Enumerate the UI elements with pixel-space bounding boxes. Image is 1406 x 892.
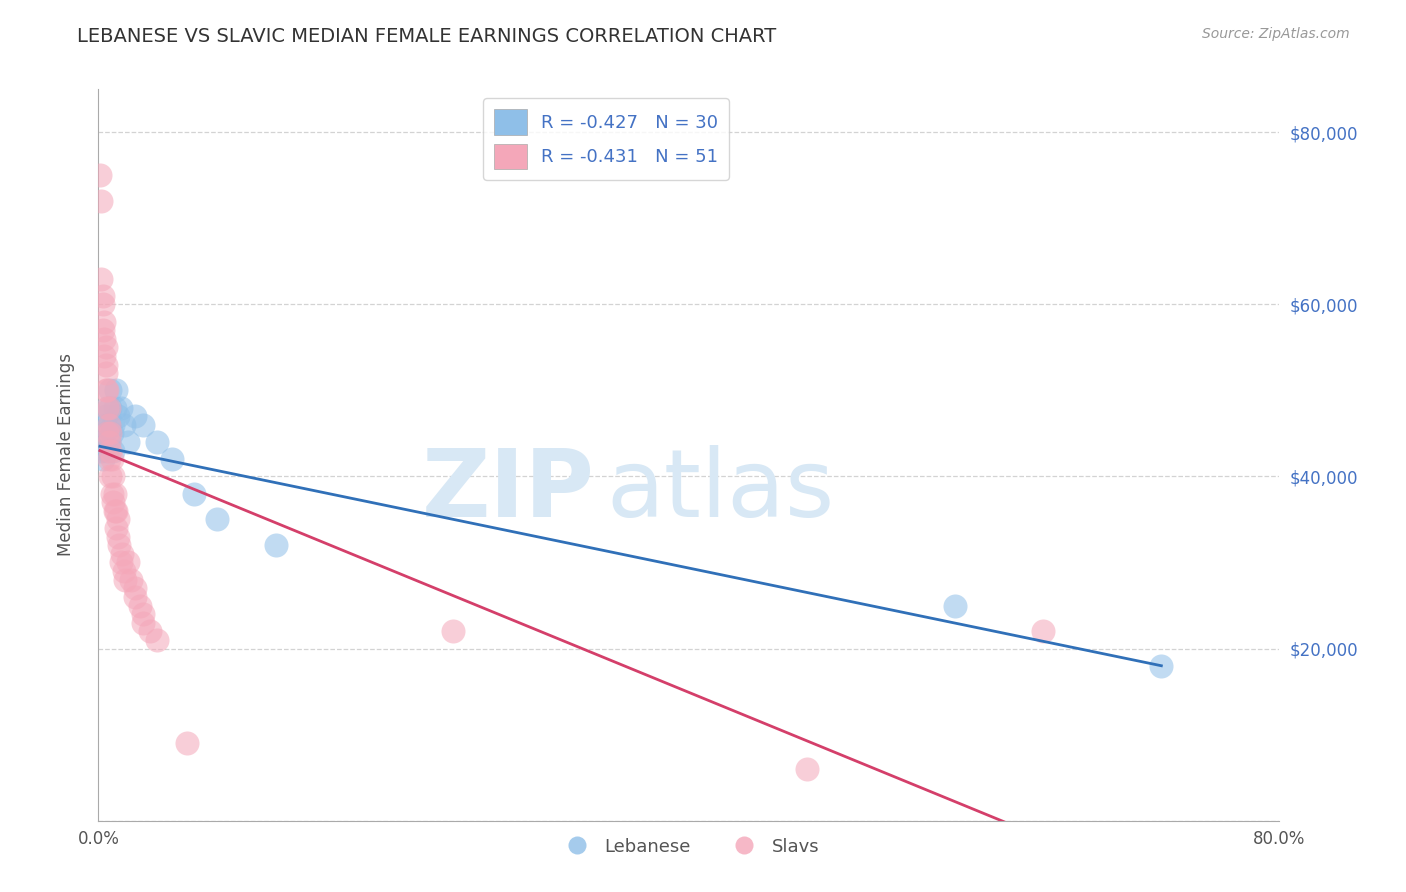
Point — [97, 435, 120, 450]
Point — [943, 599, 966, 613]
Point — [104, 486, 127, 500]
Point — [103, 469, 125, 483]
Point — [98, 384, 121, 398]
Point — [111, 547, 134, 561]
Point — [91, 297, 114, 311]
Point — [264, 538, 287, 552]
Point — [97, 435, 120, 450]
Point — [103, 495, 125, 509]
Point — [93, 314, 115, 328]
Point — [98, 443, 121, 458]
Point — [93, 435, 115, 450]
Point — [107, 409, 129, 424]
Point — [146, 632, 169, 647]
Point — [98, 401, 121, 415]
Point — [100, 452, 122, 467]
Point — [112, 564, 135, 578]
Text: LEBANESE VS SLAVIC MEDIAN FEMALE EARNINGS CORRELATION CHART: LEBANESE VS SLAVIC MEDIAN FEMALE EARNING… — [77, 27, 776, 45]
Point — [104, 401, 127, 415]
Point — [100, 486, 122, 500]
Point — [93, 417, 115, 432]
Point — [90, 271, 112, 285]
Point — [183, 486, 205, 500]
Point — [132, 607, 155, 621]
Point — [104, 504, 127, 518]
Point — [146, 435, 169, 450]
Point — [90, 194, 112, 208]
Point — [100, 426, 122, 441]
Point — [97, 401, 120, 415]
Point — [97, 452, 120, 467]
Point — [1150, 658, 1173, 673]
Point — [89, 168, 111, 182]
Point — [103, 417, 125, 432]
Point — [132, 417, 155, 432]
Y-axis label: Median Female Earnings: Median Female Earnings — [56, 353, 75, 557]
Text: Source: ZipAtlas.com: Source: ZipAtlas.com — [1202, 27, 1350, 41]
Point — [94, 358, 117, 372]
Point — [94, 426, 117, 441]
Point — [96, 426, 118, 441]
Point — [128, 599, 150, 613]
Point — [110, 401, 132, 415]
Point — [97, 417, 120, 432]
Point — [93, 349, 115, 363]
Point — [124, 582, 146, 596]
Point — [98, 469, 121, 483]
Point — [94, 366, 117, 380]
Point — [110, 556, 132, 570]
Point — [93, 332, 115, 346]
Text: atlas: atlas — [606, 445, 835, 538]
Point — [94, 409, 117, 424]
Point — [91, 289, 114, 303]
Point — [98, 426, 121, 441]
Point — [107, 512, 129, 526]
Point — [120, 573, 142, 587]
Point — [96, 384, 118, 398]
Point — [112, 417, 135, 432]
Point — [96, 401, 118, 415]
Point — [176, 736, 198, 750]
Point — [94, 340, 117, 354]
Point — [103, 443, 125, 458]
Point — [97, 417, 120, 432]
Point — [1032, 624, 1054, 639]
Text: ZIP: ZIP — [422, 445, 595, 538]
Point — [139, 624, 162, 639]
Point — [107, 530, 129, 544]
Point — [441, 624, 464, 639]
Point — [132, 615, 155, 630]
Point — [108, 538, 131, 552]
Point — [114, 573, 136, 587]
Point — [105, 384, 128, 398]
Point — [91, 452, 114, 467]
Point — [124, 590, 146, 604]
Point — [91, 323, 114, 337]
Point — [94, 384, 117, 398]
Point — [162, 452, 183, 467]
Point — [205, 512, 228, 526]
Point — [124, 409, 146, 424]
Point — [105, 504, 128, 518]
Legend: Lebanese, Slavs: Lebanese, Slavs — [551, 830, 827, 863]
Point — [105, 521, 128, 535]
Point — [117, 556, 139, 570]
Point — [90, 443, 112, 458]
Point — [96, 401, 118, 415]
Point — [117, 435, 139, 450]
Point — [96, 443, 118, 458]
Point — [796, 762, 818, 776]
